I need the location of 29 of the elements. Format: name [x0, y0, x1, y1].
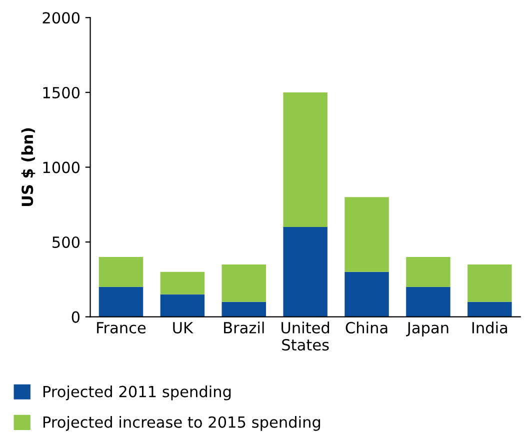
x-tick-label: United States [282, 322, 330, 351]
bar [283, 227, 328, 317]
bar [283, 92, 328, 228]
bar [222, 264, 266, 302]
bar [160, 272, 205, 294]
x-tick-label: Brazil [224, 322, 264, 334]
bar [406, 256, 450, 287]
y-axis-title: US $ (bn) [21, 128, 36, 206]
y-tick-label: 1500 [43, 86, 80, 98]
x-tick-label: India [472, 322, 508, 334]
y-tick-label: 0 [72, 311, 80, 323]
y-tick-label: 500 [52, 236, 80, 248]
bar [468, 264, 512, 302]
legend-label: Projected increase to 2015 spending [43, 416, 320, 431]
x-tick-label: France [97, 322, 146, 334]
bar [406, 286, 450, 317]
x-tick-label: Japan [406, 322, 448, 336]
y-tick-label: 2000 [42, 12, 80, 24]
bar [468, 302, 512, 317]
bar [160, 294, 205, 317]
x-tick-label: China [346, 322, 388, 334]
bar [98, 256, 144, 287]
bar [98, 286, 144, 317]
x-tick-label: UK [173, 322, 194, 334]
bar [344, 272, 389, 317]
legend-label: Projected 2011 spending [43, 386, 231, 400]
bar [222, 302, 266, 317]
bar [344, 197, 389, 272]
y-tick-label: 1000 [43, 162, 80, 174]
